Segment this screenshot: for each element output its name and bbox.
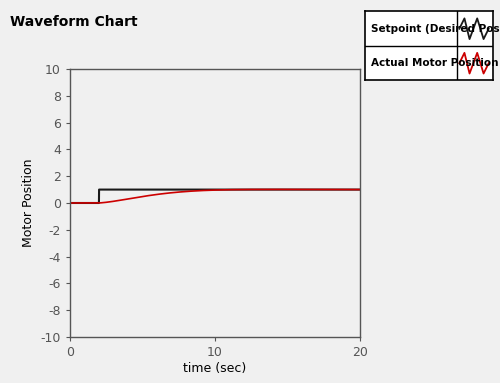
Y-axis label: Motor Position: Motor Position <box>22 159 35 247</box>
Text: Actual Motor Position: Actual Motor Position <box>372 58 499 68</box>
Text: Waveform Chart: Waveform Chart <box>10 15 138 29</box>
X-axis label: time (sec): time (sec) <box>184 362 246 375</box>
Text: Setpoint (Desired Position): Setpoint (Desired Position) <box>372 24 500 34</box>
